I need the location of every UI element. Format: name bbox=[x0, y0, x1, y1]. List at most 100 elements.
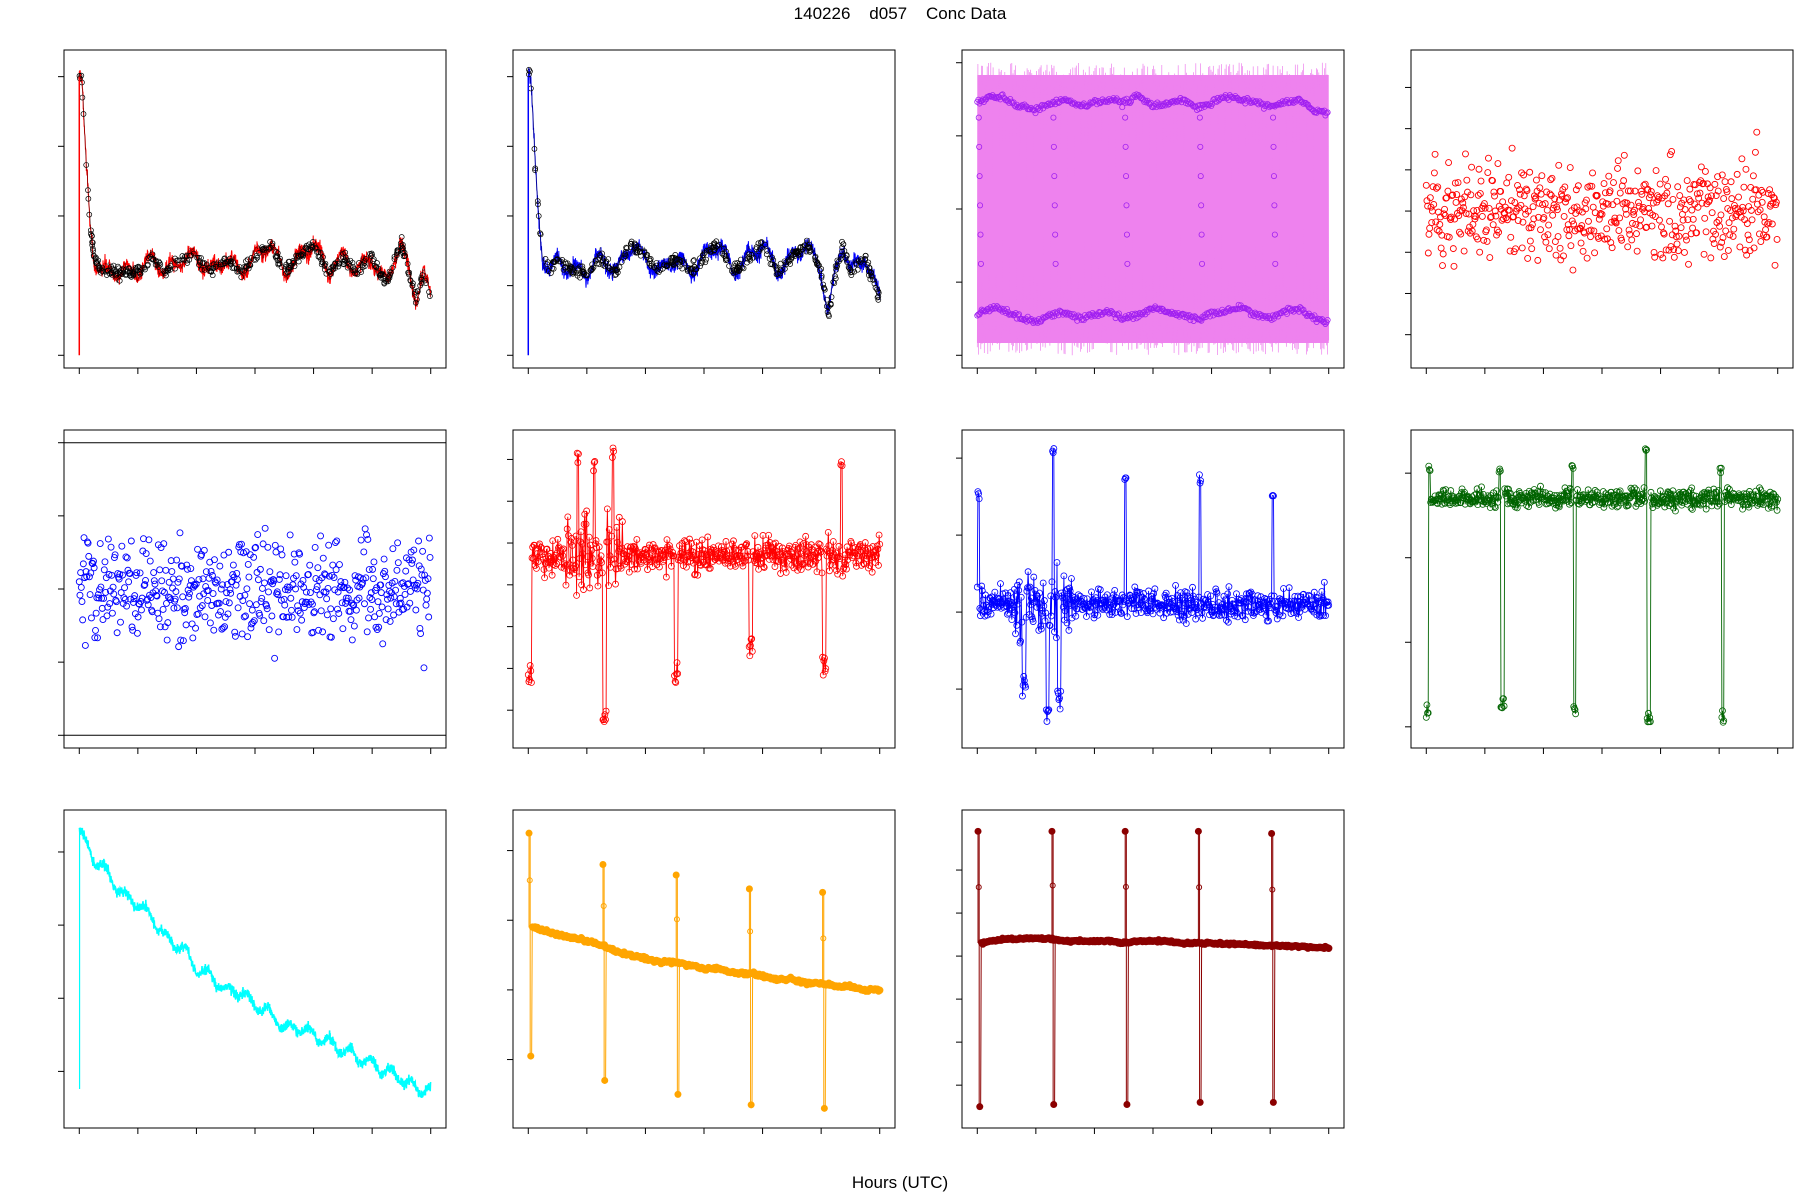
diff-point bbox=[1455, 212, 1463, 220]
panel-licor_b bbox=[507, 809, 896, 1134]
delta-point bbox=[835, 542, 843, 550]
plot-area bbox=[1422, 445, 1782, 726]
filtered-point bbox=[589, 261, 596, 268]
filtered-point bbox=[559, 257, 566, 263]
diff-point bbox=[155, 615, 163, 623]
filtered-point bbox=[187, 252, 193, 259]
delta-point bbox=[1571, 706, 1579, 714]
delta-point bbox=[1197, 477, 1205, 485]
delta-point bbox=[1225, 583, 1233, 591]
diff-point bbox=[337, 578, 345, 586]
delta-point bbox=[542, 559, 550, 567]
transition-point bbox=[1270, 114, 1277, 121]
delta-point bbox=[987, 610, 995, 618]
delta-point bbox=[580, 586, 587, 593]
diff-point bbox=[181, 605, 189, 612]
delta-point bbox=[1115, 597, 1123, 604]
diff-point bbox=[1676, 192, 1684, 200]
diff-point bbox=[100, 566, 108, 574]
filtered-point bbox=[103, 272, 110, 278]
diff-point bbox=[422, 601, 430, 609]
diff-point bbox=[1470, 207, 1478, 215]
filtered-point bbox=[631, 240, 638, 247]
diff-point bbox=[1635, 198, 1642, 206]
delta-point bbox=[813, 568, 821, 576]
delta-point bbox=[1087, 603, 1095, 611]
delta-point bbox=[1046, 622, 1054, 630]
diff-point bbox=[1700, 250, 1708, 258]
delta-point bbox=[988, 600, 996, 608]
diff-point bbox=[321, 571, 329, 579]
delta-point bbox=[1565, 500, 1573, 508]
diff-point bbox=[285, 613, 293, 621]
diff-point bbox=[381, 567, 389, 575]
delta-point bbox=[649, 541, 657, 548]
delta-point bbox=[1172, 582, 1179, 589]
diff-point bbox=[1610, 179, 1617, 187]
diff-point bbox=[1554, 233, 1562, 241]
diff-point bbox=[90, 557, 97, 565]
delta-point bbox=[603, 505, 611, 513]
diff-point bbox=[369, 575, 377, 583]
delta-point bbox=[860, 559, 867, 567]
delta-point bbox=[1686, 497, 1694, 505]
filtered-point bbox=[534, 198, 541, 204]
diff-point bbox=[1583, 254, 1591, 262]
diff-point bbox=[1455, 228, 1463, 236]
filtered-point bbox=[820, 281, 826, 288]
delta-point bbox=[838, 462, 846, 470]
diff-point bbox=[319, 554, 327, 562]
filtered-point bbox=[797, 251, 804, 258]
spike-high-point bbox=[672, 871, 680, 879]
diff-point bbox=[249, 618, 257, 626]
delta-point bbox=[1151, 585, 1159, 593]
delta-point bbox=[765, 555, 773, 563]
diff-point bbox=[170, 604, 178, 612]
diff-point bbox=[1428, 219, 1436, 226]
diff-point bbox=[1476, 248, 1484, 256]
filtered-point bbox=[198, 266, 205, 273]
delta-point bbox=[1029, 618, 1037, 625]
delta-point bbox=[1320, 578, 1328, 586]
diff-point bbox=[361, 600, 368, 608]
filtered-point bbox=[633, 243, 640, 250]
delta-point bbox=[1045, 706, 1053, 714]
delta-point bbox=[613, 523, 621, 531]
diff-point bbox=[1618, 236, 1626, 244]
diff-point bbox=[243, 585, 251, 593]
diff-point bbox=[1616, 214, 1624, 222]
diff-point bbox=[1699, 179, 1707, 187]
filtered-point bbox=[532, 165, 539, 172]
delta-point bbox=[817, 548, 825, 556]
diff-point bbox=[1529, 203, 1537, 211]
delta-point bbox=[1317, 612, 1325, 620]
diff-point bbox=[306, 589, 314, 597]
diff-point bbox=[1485, 154, 1492, 162]
diff-point bbox=[1702, 228, 1710, 236]
delta-point bbox=[1160, 614, 1168, 622]
delta-point bbox=[1227, 610, 1235, 618]
diff-point bbox=[288, 606, 295, 614]
delta-point bbox=[605, 526, 613, 533]
delta-point bbox=[1724, 484, 1731, 492]
diff-point bbox=[1578, 208, 1586, 216]
filtered-point bbox=[738, 256, 744, 263]
diff-point bbox=[144, 601, 152, 609]
diff-point bbox=[79, 616, 87, 624]
spike-mid-point bbox=[600, 902, 607, 909]
filtered-point bbox=[356, 260, 362, 266]
filtered-point bbox=[242, 264, 249, 271]
diff-point bbox=[342, 594, 350, 602]
diff-point bbox=[1768, 220, 1776, 228]
delta-point bbox=[666, 542, 673, 550]
delta-point bbox=[1685, 489, 1693, 497]
delta-point bbox=[1461, 500, 1469, 508]
delta-point bbox=[1214, 610, 1222, 618]
diff-point bbox=[175, 575, 183, 583]
diff-point bbox=[1476, 190, 1484, 197]
delta-point bbox=[975, 490, 982, 498]
delta-point bbox=[1496, 467, 1504, 475]
diff-point bbox=[211, 578, 219, 586]
diff-point bbox=[1603, 225, 1611, 233]
delta-point bbox=[671, 678, 679, 685]
